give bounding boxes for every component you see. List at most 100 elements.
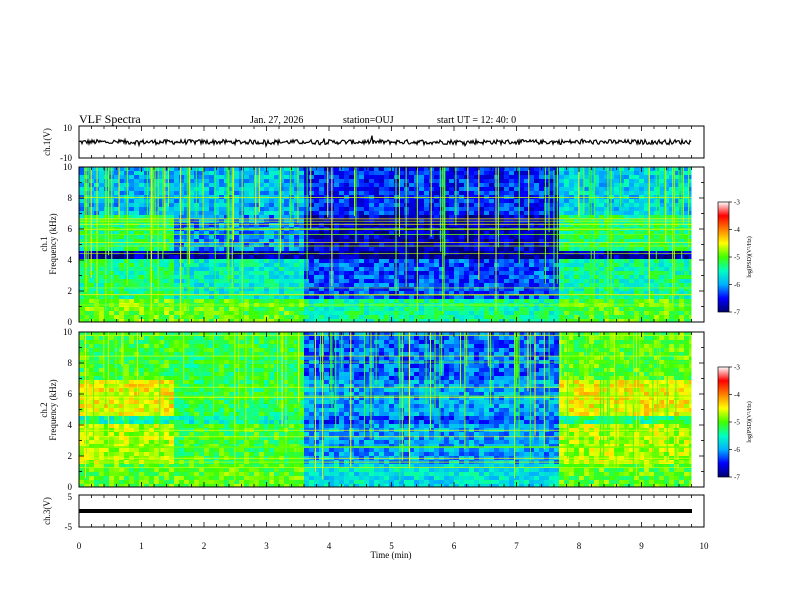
spec-cell — [374, 267, 379, 271]
spec-cell — [479, 283, 484, 287]
spec-cell — [99, 243, 104, 247]
spec-cell — [629, 295, 634, 299]
spec-cell — [174, 287, 179, 291]
spec-cell — [439, 255, 444, 259]
spec-cell — [254, 247, 259, 251]
spec-cell — [209, 259, 214, 263]
spec-cell — [499, 307, 504, 311]
spec-cell — [244, 275, 249, 279]
spec-cell — [369, 263, 374, 267]
spec-cell — [629, 223, 634, 227]
spec-cell — [159, 235, 164, 239]
spec-cell — [594, 199, 599, 203]
spec-cell — [549, 231, 554, 235]
spec-cell — [534, 263, 539, 267]
spec-cell — [79, 340, 84, 344]
spec-cell — [514, 279, 519, 283]
spec-cell — [659, 191, 664, 195]
spec-cell — [409, 255, 414, 259]
spec-cell — [449, 211, 454, 215]
spec-cell — [344, 235, 349, 239]
spec-cell — [314, 183, 319, 187]
spec-cell — [399, 275, 404, 279]
spec-cell — [129, 167, 134, 171]
spec-cell — [449, 171, 454, 175]
spec-cell — [154, 287, 159, 291]
spec-cell — [619, 179, 624, 183]
spec-cell — [114, 203, 119, 207]
spec-cell — [399, 187, 404, 191]
spec-cell — [619, 299, 624, 303]
spec-cell — [279, 171, 284, 175]
spec-cell — [599, 263, 604, 267]
spec-cell — [284, 295, 289, 299]
spec-cell — [134, 191, 139, 195]
spec-cell — [664, 315, 669, 319]
spec-cell — [174, 203, 179, 207]
spec-cell — [559, 267, 564, 271]
spec-cell — [374, 295, 379, 299]
spec-cell — [464, 279, 469, 283]
spec-cell — [624, 311, 629, 315]
spec-cell — [454, 291, 459, 295]
spec-cell — [674, 299, 679, 303]
spec-cell — [549, 207, 554, 211]
spec-cell — [554, 167, 559, 171]
spec-cell — [499, 247, 504, 251]
spec-cell — [319, 247, 324, 251]
spec-cell — [79, 255, 84, 259]
spec-cell — [314, 191, 319, 195]
spec-cell — [219, 199, 224, 203]
spec-cell — [334, 299, 339, 303]
spec-cell — [389, 263, 394, 267]
spec-cell — [384, 263, 389, 267]
spec-cell — [169, 223, 174, 227]
spec-cell — [669, 271, 674, 275]
spec-cell — [474, 231, 479, 235]
spec-cell — [264, 187, 269, 191]
spec-cell — [254, 243, 259, 247]
spec-cell — [279, 223, 284, 227]
spec-cell — [134, 255, 139, 259]
spec-cell — [134, 179, 139, 183]
spec-cell — [414, 243, 419, 247]
spec-cell — [334, 247, 339, 251]
spec-cell — [554, 171, 559, 175]
spec-cell — [299, 231, 304, 235]
spec-cell — [294, 207, 299, 211]
spec-cell — [659, 315, 664, 319]
spec-cell — [129, 283, 134, 287]
spec-cell — [579, 315, 584, 319]
spec-cell — [379, 171, 384, 175]
spec-cell — [234, 215, 239, 219]
spec-cell — [379, 283, 384, 287]
spec-cell — [514, 263, 519, 267]
spec-cell — [539, 215, 544, 219]
spec-cell — [479, 263, 484, 267]
spec-cell — [249, 207, 254, 211]
spec-cell — [684, 235, 689, 239]
spec-cell — [104, 315, 109, 319]
spec-cell — [379, 183, 384, 187]
spec-cell — [474, 195, 479, 199]
spec-cell — [624, 183, 629, 187]
spec-cell — [189, 243, 194, 247]
spec-cell — [389, 247, 394, 251]
spec-cell — [529, 315, 534, 319]
spec-cell — [239, 243, 244, 247]
spec-cell — [624, 291, 629, 295]
spec-cell — [389, 239, 394, 243]
spec-cell — [114, 279, 119, 283]
spec-cell — [469, 235, 474, 239]
spec-cell — [324, 319, 329, 322]
spec-cell — [159, 279, 164, 283]
spec-cell — [214, 223, 219, 227]
spec-cell — [349, 315, 354, 319]
spec-cell — [99, 167, 104, 171]
spec-cell — [564, 231, 569, 235]
spec-cell — [564, 243, 569, 247]
spec-cell — [374, 203, 379, 207]
spec-cell — [614, 239, 619, 243]
start-time-label: start UT = 12: 40: 0 — [437, 115, 516, 126]
spec-cell — [234, 167, 239, 171]
